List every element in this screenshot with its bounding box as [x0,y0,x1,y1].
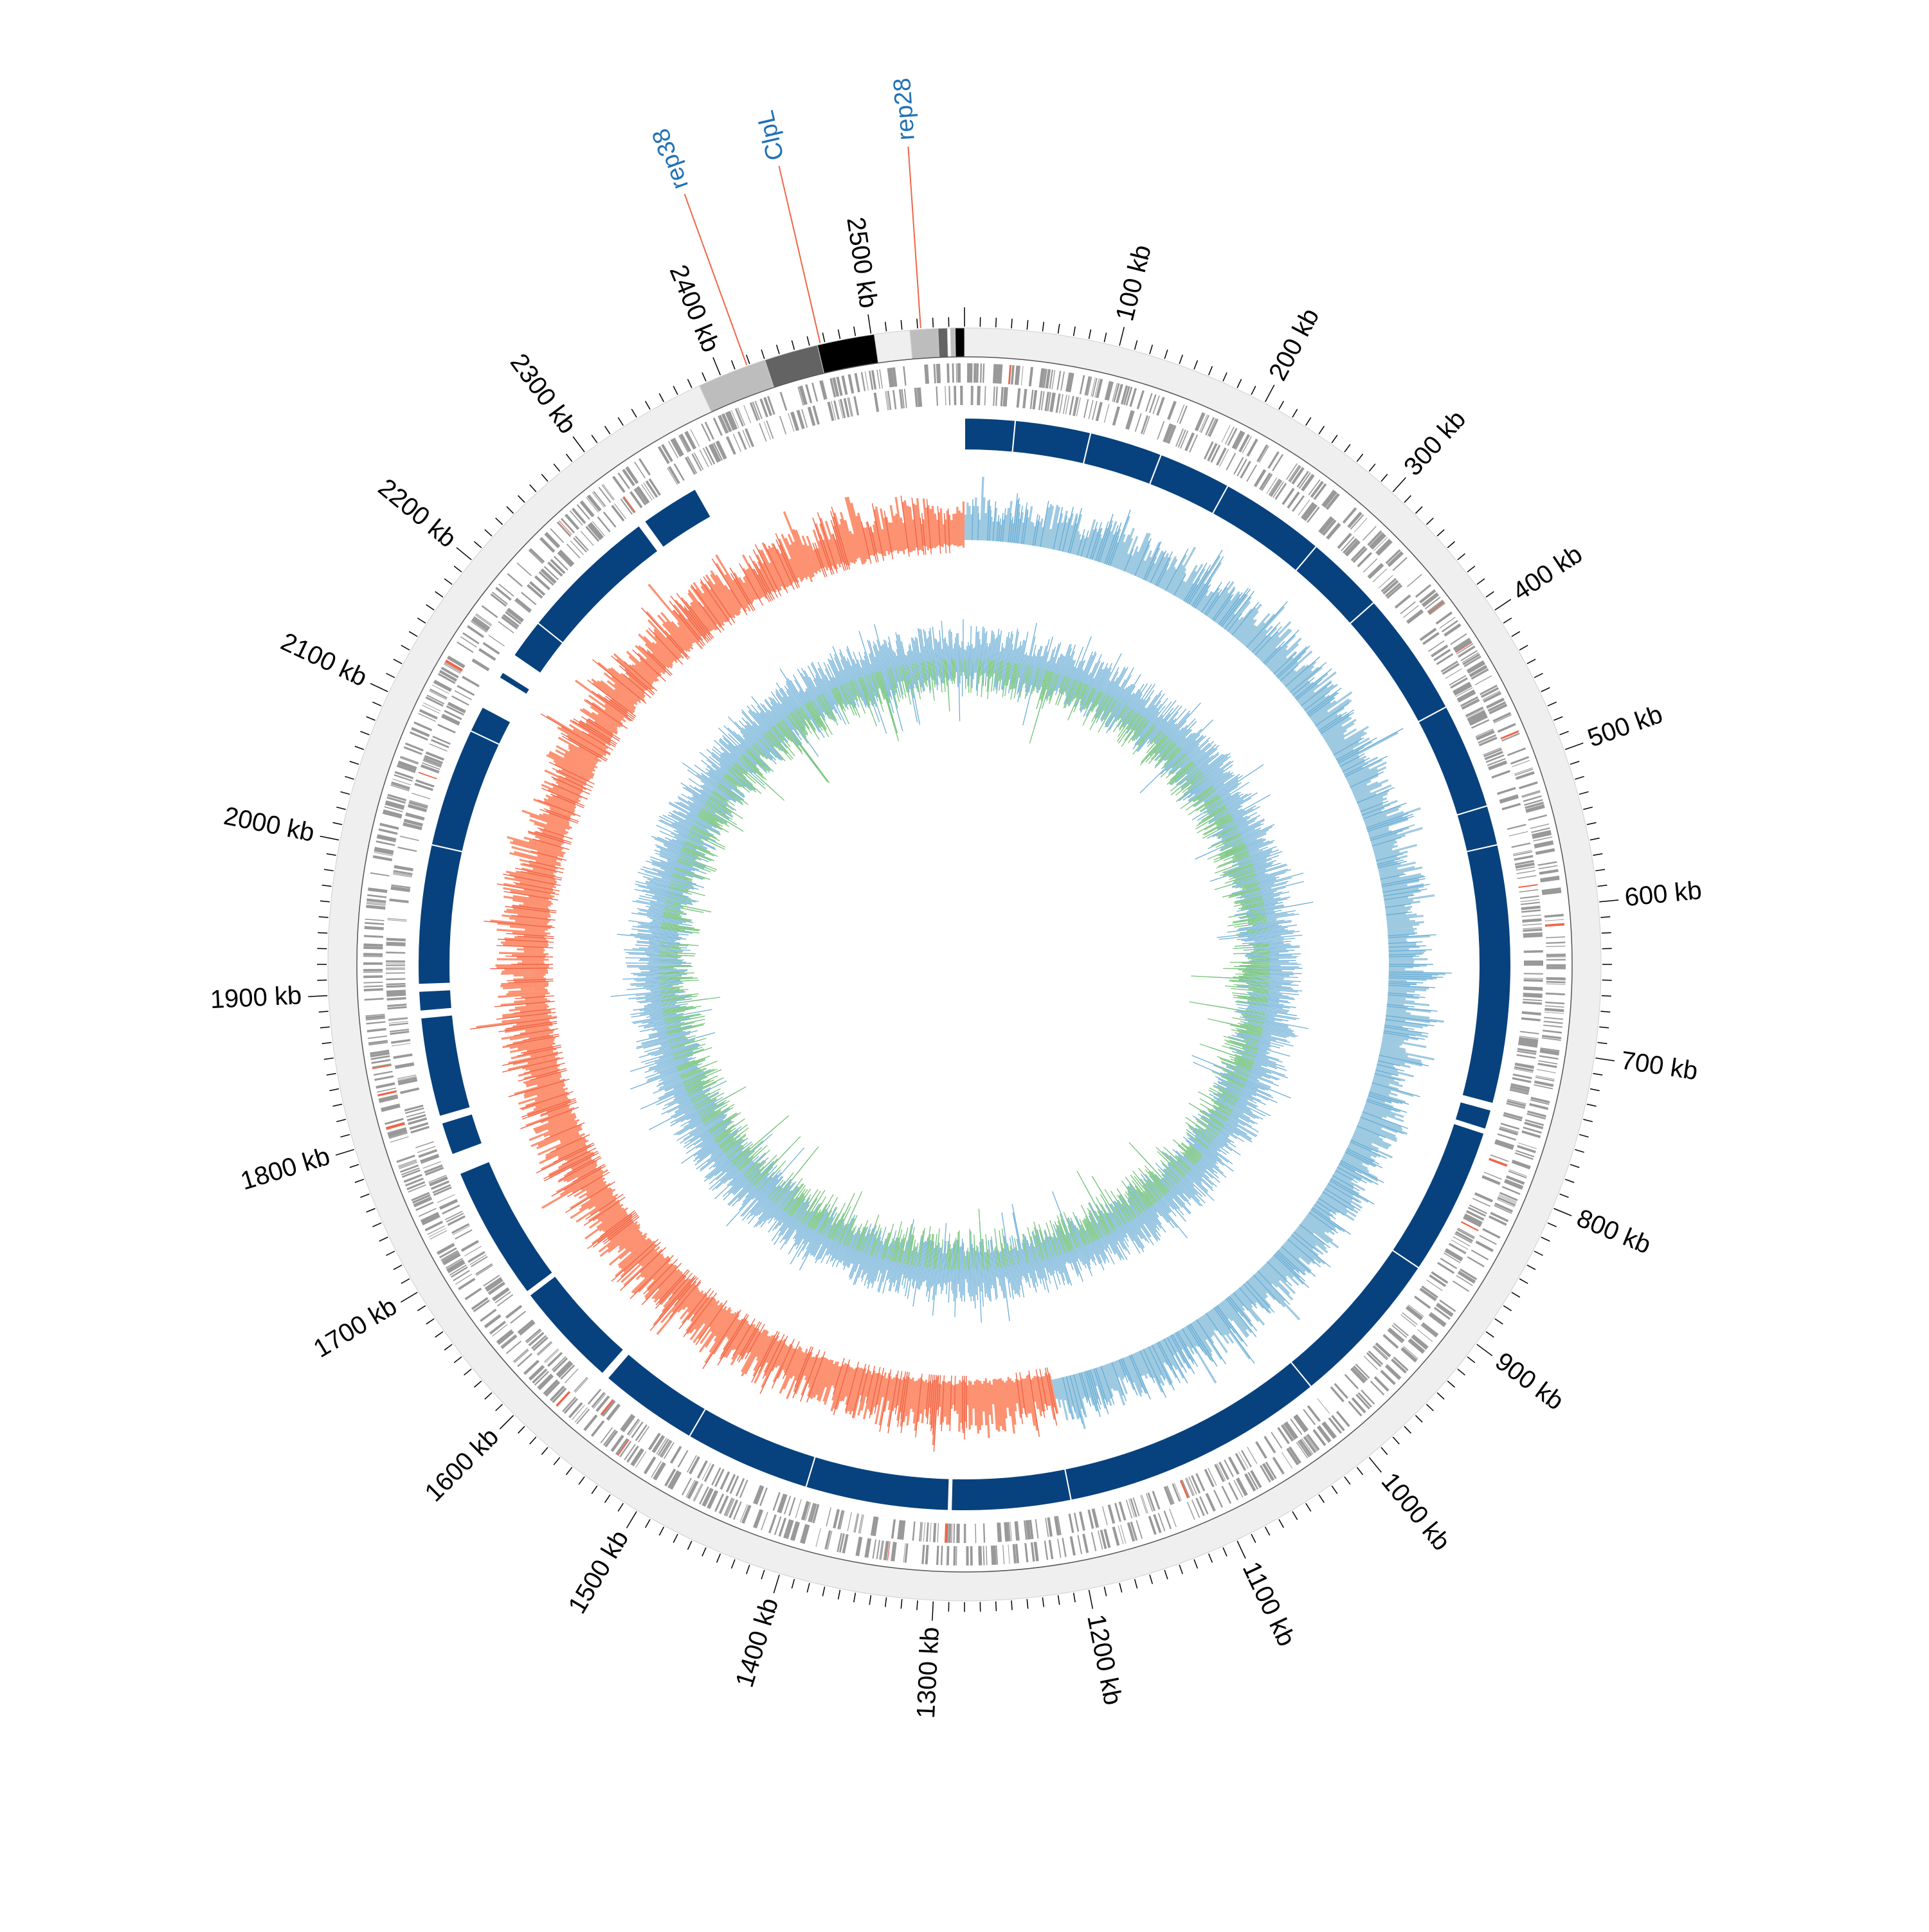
position-label-1500: 1500 kb [563,1526,634,1619]
alignment-block-11 [1391,1122,1485,1269]
gc-skew-positive [964,476,1445,1429]
gc-content-track [610,619,1314,1323]
position-label-1400: 1400 kb [730,1594,784,1690]
gc-content-fill [659,658,1271,1270]
alignment-block-7 [1417,705,1489,817]
alignment-block-26 [498,671,531,696]
alignment-block-1 [1011,419,1092,465]
gc-skew-track [469,476,1452,1452]
position-label-600: 600 kb [1624,876,1703,912]
alignment-block-15 [805,1456,950,1512]
alignment-block-19 [458,1160,554,1294]
gc-skew-negative-peaks [469,495,1058,1452]
contig-block-3 [817,334,879,374]
alignment-track [417,417,1512,1512]
gene-label-leader-1 [778,165,821,343]
position-label-2300: 2300 kb [505,348,582,439]
alignment-block-0 [964,417,1017,453]
position-label-700: 700 kb [1619,1046,1699,1085]
position-label-2500: 2500 kb [841,215,882,310]
position-label-1800: 1800 kb [237,1142,333,1195]
position-label-1900: 1900 kb [210,981,302,1014]
alignment-block-18 [529,1275,625,1375]
alignment-block-2 [1082,431,1163,485]
position-label-2200: 2200 kb [373,473,462,553]
contig-block-9 [954,327,965,357]
position-label-2000: 2000 kb [221,802,316,847]
alignment-block-9 [1461,844,1512,1105]
alignment-block-29 [643,488,712,549]
gc-skew-negative [476,496,1059,1445]
position-label-1200: 1200 kb [1082,1612,1127,1707]
gene-label-rep28: rep28 [889,77,920,141]
contig-block-8 [950,327,956,357]
position-label-100: 100 kb [1110,242,1157,323]
alignment-block-28 [536,524,659,644]
gene-label-leader-2 [684,194,748,365]
contig-block-6 [937,327,949,358]
alignment-block-3 [1148,453,1229,515]
alignment-block-23 [417,844,464,986]
alignment-block-14 [950,1468,1073,1512]
position-label-400: 400 kb [1508,540,1588,606]
position-label-1000: 1000 kb [1376,1467,1456,1556]
alignment-block-10 [1454,1101,1492,1130]
position-label-300: 300 kb [1399,405,1471,482]
gene-label-clpl: ClpL [752,108,790,163]
position-label-2400: 2400 kb [664,261,725,356]
gc-content-line [610,619,1314,1323]
position-label-800: 800 kb [1573,1204,1655,1259]
position-label-1100: 1100 kb [1237,1557,1301,1650]
reverse-strand-genes [386,386,1543,1543]
alignment-block-4 [1211,484,1318,572]
alignment-block-20 [440,1112,484,1156]
contig-track [327,327,1602,1602]
scale-ticks [308,307,1619,1621]
gc-skew-positive-peaks [972,492,1452,1424]
alignment-block-21 [419,1014,471,1117]
position-label-200: 200 kb [1263,303,1325,385]
contig-inner-border [356,356,1573,1573]
alignment-block-22 [417,989,453,1013]
position-label-900: 900 kb [1490,1347,1569,1416]
position-label-1600: 1600 kb [419,1422,504,1507]
alignment-block-25 [469,705,512,746]
gene-label-leader-0 [907,146,921,329]
position-label-500: 500 kb [1584,700,1666,753]
position-label-1300: 1300 kb [912,1627,945,1719]
contig-block-4 [873,330,913,364]
position-label-1700: 1700 kb [309,1292,402,1364]
alignment-block-8 [1456,805,1499,853]
gene-label-rep38: rep38 [647,125,694,193]
alignment-block-6 [1348,601,1447,723]
position-label-2100: 2100 kb [276,627,371,692]
contig-block-5 [909,328,940,360]
alignment-block-17 [606,1353,707,1438]
